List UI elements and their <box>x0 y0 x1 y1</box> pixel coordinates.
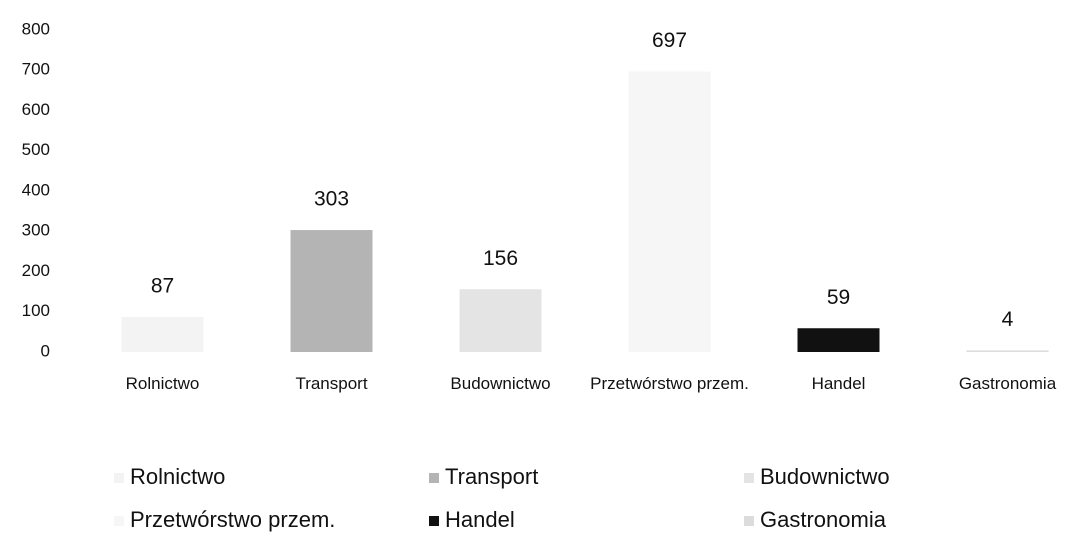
legend-label: Gastronomia <box>760 507 887 532</box>
value-label: 303 <box>314 188 349 211</box>
bar <box>121 316 204 352</box>
y-tick-label: 800 <box>22 19 50 38</box>
value-label: 87 <box>151 275 174 298</box>
bar <box>628 71 711 353</box>
legend-label: Rolnictwo <box>130 464 225 489</box>
value-label: 156 <box>483 247 518 270</box>
y-tick-label: 500 <box>22 140 50 159</box>
legend-swatch <box>114 516 124 526</box>
x-tick-label: Handel <box>811 374 866 393</box>
legend-swatch <box>744 516 754 526</box>
x-tick-label: Przetwórstwo przem. <box>590 374 749 393</box>
x-tick-label: Gastronomia <box>958 374 1057 393</box>
y-tick-label: 600 <box>22 100 50 119</box>
legend-label: Transport <box>445 464 538 489</box>
value-label: 59 <box>827 286 850 309</box>
legend-label: Przetwórstwo przem. <box>130 507 335 532</box>
bar <box>459 289 542 352</box>
y-tick-label: 300 <box>22 221 50 240</box>
bar <box>290 230 373 352</box>
bar <box>797 328 880 352</box>
y-tick-label: 700 <box>22 60 50 79</box>
x-tick-label: Transport <box>295 374 368 393</box>
legend-label: Handel <box>445 507 515 532</box>
x-tick-label: Budownictwo <box>450 374 551 393</box>
legend-label: Budownictwo <box>760 464 890 489</box>
legend-swatch <box>114 473 124 483</box>
bar <box>966 350 1049 352</box>
legend-swatch <box>429 473 439 483</box>
y-tick-label: 400 <box>22 180 50 199</box>
value-label: 697 <box>652 29 687 52</box>
x-tick-label: Rolnictwo <box>125 374 200 393</box>
y-tick-label: 200 <box>22 261 50 280</box>
legend-swatch <box>429 516 439 526</box>
value-label: 4 <box>1002 308 1014 331</box>
legend-swatch <box>744 473 754 483</box>
y-tick-label: 0 <box>41 341 50 360</box>
y-tick-label: 100 <box>22 301 50 320</box>
